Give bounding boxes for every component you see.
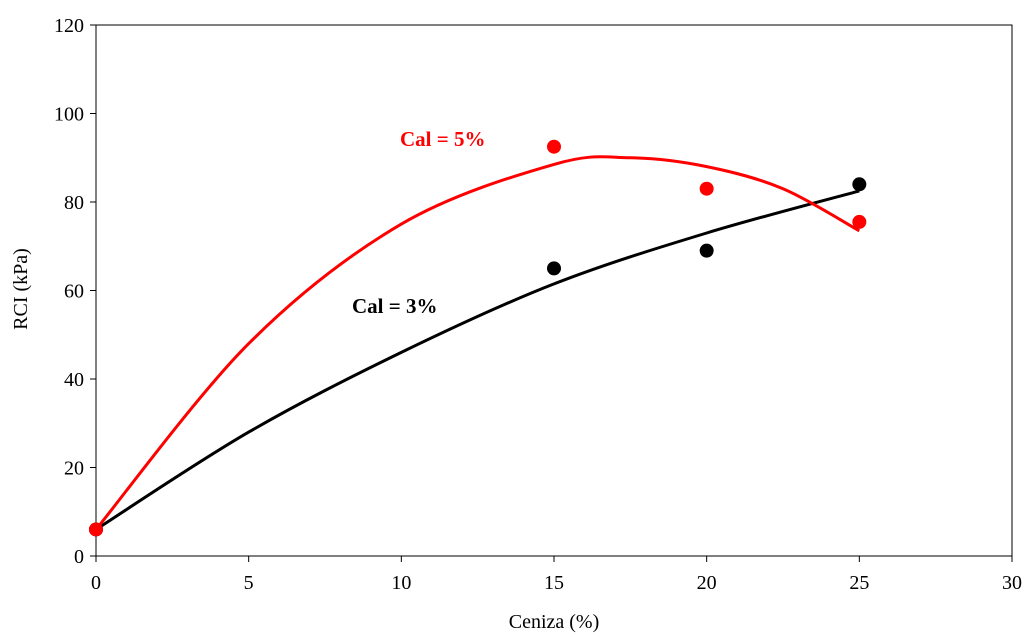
x-tick-label: 0 [91,572,101,594]
data-point-series-1-0 [89,522,103,537]
trendline-series-1 [94,155,861,531]
axes: 0 20 40 60 80 100 120 0 5 10 15 20 25 30 [54,15,1022,594]
y-tick-label: 60 [64,281,84,303]
x-tick-label: 10 [391,572,411,594]
y-tick-label: 0 [74,546,84,568]
annotation-cal-3: Cal = 3% [352,294,437,318]
x-tick-label: 20 [697,572,717,594]
x-tick-label: 30 [1002,572,1022,594]
trendline-series-0 [95,189,860,531]
y-tick-label: 40 [64,369,84,391]
y-axis-title: RCI (kPa) [10,248,32,330]
data-point-series-1-2 [699,181,714,196]
x-tick-label: 25 [849,572,869,594]
data-point-series-0-1 [547,261,561,276]
trendlines [94,155,861,531]
plot-frame [95,24,1013,557]
x-axis-title: Ceniza (%) [509,611,600,633]
y-tick-label: 100 [54,104,84,126]
x-tick-label: 15 [544,572,564,594]
y-tick-label: 80 [64,192,84,214]
data-point-series-0-2 [699,243,714,258]
annotation-cal-5: Cal = 5% [400,127,485,151]
data-point-series-1-3 [852,214,867,229]
data-points [89,139,867,537]
x-tick-label: 5 [244,572,254,594]
y-tick-label: 20 [64,458,84,480]
data-point-series-1-1 [547,139,561,154]
y-tick-label: 120 [54,15,84,37]
data-point-series-0-3 [852,177,867,192]
